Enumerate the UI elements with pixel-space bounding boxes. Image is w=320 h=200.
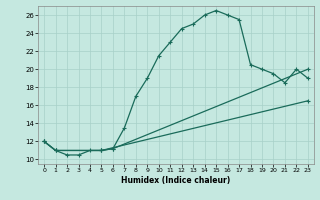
X-axis label: Humidex (Indice chaleur): Humidex (Indice chaleur) bbox=[121, 176, 231, 185]
